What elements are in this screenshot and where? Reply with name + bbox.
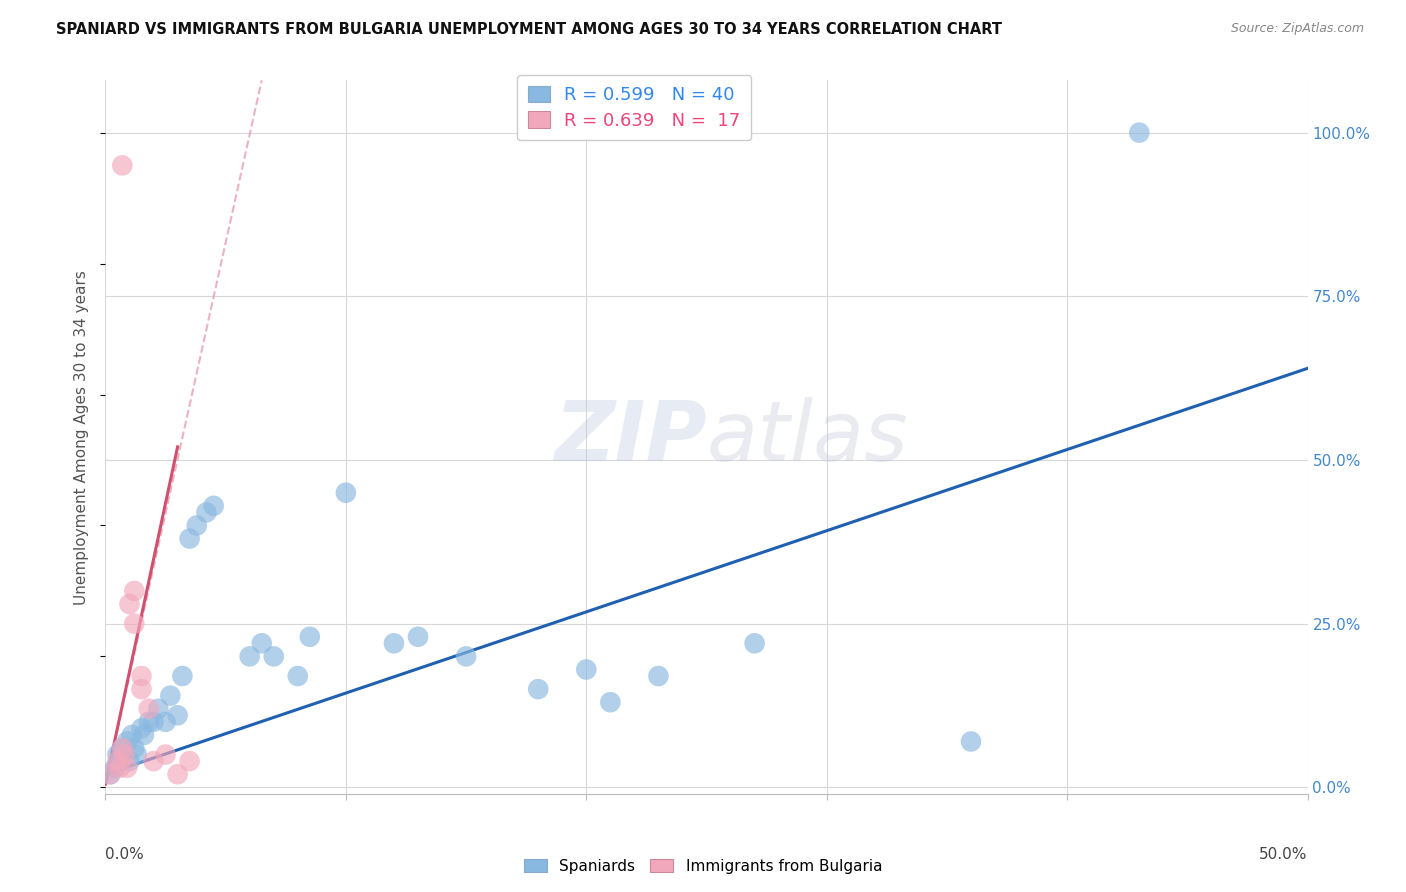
Point (166, 708, 188, 723)
Point (121, 728, 143, 742)
Text: Source: ZipAtlas.com: Source: ZipAtlas.com (1230, 22, 1364, 36)
Point (114, 747, 136, 762)
Point (159, 689, 181, 703)
Point (132, 728, 155, 742)
Point (114, 747, 136, 762)
Text: atlas: atlas (707, 397, 908, 477)
Point (98, 767, 121, 781)
Point (108, 754, 131, 768)
Point (107, 754, 129, 768)
Text: ZIP: ZIP (554, 397, 707, 477)
Point (142, 714, 165, 729)
Point (287, 669, 309, 683)
Legend: R = 0.599   N = 40, R = 0.639   N =  17: R = 0.599 N = 40, R = 0.639 N = 17 (517, 75, 751, 140)
Point (575, 663, 598, 677)
Point (454, 649, 477, 664)
Point (179, 532, 201, 546)
Point (382, 636, 405, 650)
Point (124, 741, 146, 756)
Point (960, 734, 983, 748)
Point (647, 669, 669, 683)
Point (148, 702, 170, 716)
Point (138, 702, 160, 716)
Point (186, 518, 208, 533)
Point (118, 597, 141, 611)
Point (104, 761, 127, 775)
Point (263, 649, 285, 664)
Point (744, 636, 766, 650)
Point (115, 761, 138, 775)
Point (124, 583, 146, 598)
Point (142, 754, 165, 768)
Point (239, 649, 262, 664)
Point (172, 669, 194, 683)
Point (599, 695, 621, 709)
Point (166, 767, 188, 781)
Point (131, 669, 153, 683)
Text: SPANIARD VS IMMIGRANTS FROM BULGARIA UNEMPLOYMENT AMONG AGES 30 TO 34 YEARS CORR: SPANIARD VS IMMIGRANTS FROM BULGARIA UNE… (56, 22, 1002, 37)
Point (98, 767, 121, 781)
Point (1128, 126, 1150, 140)
Point (131, 682, 153, 697)
Point (118, 754, 141, 768)
Point (335, 485, 357, 500)
Y-axis label: Unemployment Among Ages 30 to 34 years: Unemployment Among Ages 30 to 34 years (75, 269, 90, 605)
Point (138, 714, 160, 729)
Point (527, 682, 550, 697)
Point (406, 630, 429, 644)
Legend: Spaniards, Immigrants from Bulgaria: Spaniards, Immigrants from Bulgaria (517, 853, 889, 880)
Point (111, 741, 134, 756)
Point (195, 505, 218, 519)
Point (202, 499, 225, 513)
Point (179, 754, 201, 768)
Point (107, 747, 129, 762)
Point (125, 747, 148, 762)
Point (124, 616, 146, 631)
Text: 0.0%: 0.0% (105, 847, 145, 863)
Point (155, 747, 177, 762)
Point (108, 761, 131, 775)
Point (131, 722, 153, 736)
Point (111, 158, 134, 172)
Point (250, 636, 273, 650)
Text: 50.0%: 50.0% (1260, 847, 1308, 863)
Point (155, 714, 177, 729)
Point (111, 741, 134, 756)
Point (298, 630, 321, 644)
Point (115, 734, 138, 748)
